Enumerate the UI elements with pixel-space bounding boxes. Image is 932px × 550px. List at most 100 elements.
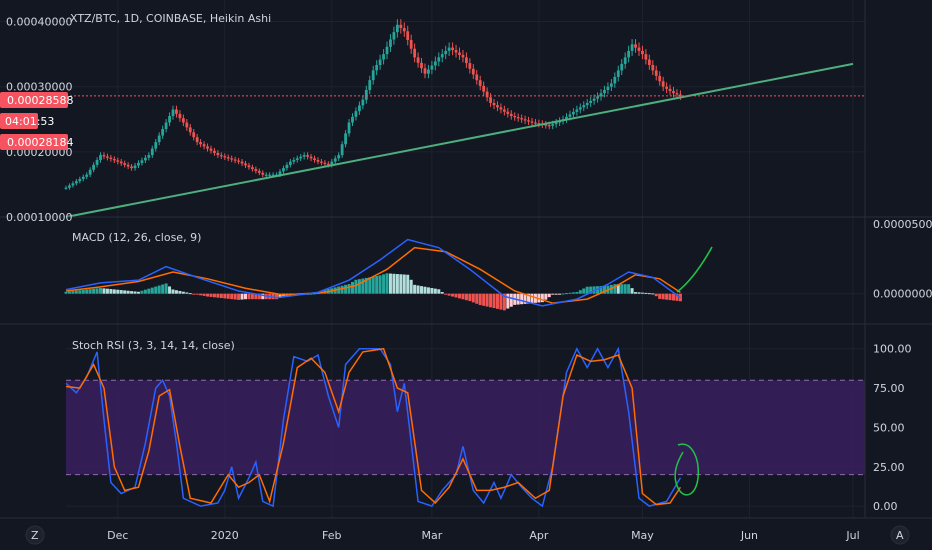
macd-histogram-bar bbox=[223, 293, 227, 299]
macd-histogram-bar bbox=[105, 288, 109, 294]
macd-histogram-bar bbox=[658, 293, 662, 299]
candle-body bbox=[140, 160, 144, 163]
macd-histogram-bar bbox=[226, 293, 230, 299]
candle-body bbox=[534, 122, 537, 124]
candle-body bbox=[630, 44, 634, 51]
stoch-rsi-pane bbox=[65, 346, 682, 508]
macd-histogram-bar bbox=[630, 288, 634, 294]
candle-body bbox=[430, 65, 434, 70]
auto-scale-button[interactable]: A bbox=[890, 525, 910, 545]
candle-body bbox=[306, 155, 310, 157]
macd-histogram-bar bbox=[568, 292, 572, 294]
candle-body bbox=[81, 176, 85, 179]
macd-histogram-bar bbox=[547, 293, 551, 298]
candle-body bbox=[237, 160, 240, 162]
macd-histogram-bar bbox=[257, 293, 261, 300]
candle-body bbox=[313, 158, 316, 160]
price-tags: 0.00028588 04:01:53 0.00028184 bbox=[0, 92, 73, 150]
candle-body bbox=[499, 107, 503, 110]
candle-body bbox=[292, 159, 296, 162]
macd-histogram-bar bbox=[354, 279, 358, 294]
macd-histogram-bar bbox=[378, 275, 382, 294]
stoch-rsi-k-line bbox=[65, 346, 682, 508]
candle-body bbox=[375, 64, 379, 71]
macd-histogram-bar bbox=[350, 281, 354, 294]
macd-histogram-bar bbox=[368, 277, 372, 294]
macd-histogram-bar bbox=[237, 293, 241, 300]
candle-body bbox=[344, 133, 347, 145]
candle-body bbox=[330, 161, 334, 165]
macd-histogram-bar bbox=[88, 289, 92, 294]
macd-histogram-bar bbox=[395, 274, 399, 294]
candle-body bbox=[133, 165, 137, 169]
stoch-rsi-axis-tick-label: 75.00 bbox=[873, 382, 905, 395]
macd-histogram-bar bbox=[540, 293, 544, 303]
macd-histogram-bar bbox=[188, 293, 192, 295]
candle-body bbox=[357, 105, 361, 112]
macd-histogram-bar bbox=[178, 290, 182, 294]
candle-body bbox=[164, 122, 168, 130]
macd-histogram-bar bbox=[571, 292, 575, 294]
candle-body bbox=[257, 170, 261, 173]
macd-signal-line bbox=[65, 246, 681, 304]
macd-histogram-bar bbox=[464, 293, 468, 301]
timezone-button[interactable]: Z bbox=[25, 525, 45, 545]
macd-histogram-bar bbox=[471, 293, 475, 303]
stoch-rsi-axis-tick-label: 0.00 bbox=[873, 500, 898, 513]
candle-body bbox=[582, 105, 586, 108]
candle-body bbox=[354, 111, 358, 117]
macd-histogram-bar bbox=[64, 291, 68, 294]
candle-body bbox=[188, 127, 192, 133]
timezone-button-bg[interactable] bbox=[25, 525, 45, 545]
price-axis-tick-label: 0.00040000 bbox=[6, 16, 72, 29]
macd-histogram-bar bbox=[634, 292, 638, 294]
macd-axis-tick-label: 0.00000000 bbox=[873, 288, 932, 301]
candle-body bbox=[437, 57, 441, 62]
candle-body bbox=[150, 148, 154, 156]
auto-scale-button-bg[interactable] bbox=[890, 525, 910, 545]
candle-body bbox=[95, 159, 99, 165]
candle-body bbox=[527, 120, 530, 122]
stoch-rsi-annotation-circle bbox=[674, 443, 699, 496]
candle-body bbox=[226, 157, 230, 159]
macd-histogram-bar bbox=[123, 290, 127, 294]
macd-histogram-bar bbox=[116, 289, 120, 294]
candle-body bbox=[668, 88, 672, 92]
macd-histogram-bar bbox=[388, 273, 392, 294]
macd-histogram-bar bbox=[340, 285, 344, 294]
macd-histogram-bar bbox=[613, 284, 617, 294]
macd-histogram-bar bbox=[589, 286, 593, 294]
macd-histogram-bar bbox=[181, 291, 185, 294]
macd-histogram-bar bbox=[644, 292, 648, 294]
macd-pane bbox=[64, 238, 682, 311]
candle-body bbox=[268, 174, 272, 176]
candle-body bbox=[627, 50, 631, 58]
candle-body bbox=[337, 155, 341, 159]
prev-price-tag-label: 0.00028184 bbox=[7, 136, 73, 149]
candle-body bbox=[351, 116, 354, 123]
macd-histogram-bar bbox=[168, 286, 172, 294]
candle-body bbox=[161, 129, 165, 136]
candle-body bbox=[413, 48, 417, 58]
candle-body bbox=[178, 113, 182, 119]
macd-histogram-bar bbox=[406, 274, 410, 294]
countdown-tag-label: 04:01:53 bbox=[5, 115, 54, 128]
candle-body bbox=[213, 150, 216, 153]
candle-body bbox=[492, 102, 496, 106]
macd-histogram-bar bbox=[102, 288, 106, 294]
candle-body bbox=[371, 70, 375, 81]
macd-histogram-bar bbox=[558, 293, 562, 295]
macd-histogram-bar bbox=[523, 293, 527, 304]
macd-histogram-bar bbox=[240, 293, 244, 300]
macd-histogram-bar bbox=[74, 290, 78, 294]
candle-body bbox=[309, 156, 313, 159]
macd-histogram-bar bbox=[430, 288, 434, 294]
macd-histogram-bar bbox=[623, 284, 627, 294]
zoom-z-icon[interactable]: Z bbox=[31, 529, 39, 542]
candle-body bbox=[537, 123, 541, 125]
auto-scale-a-icon[interactable]: A bbox=[896, 529, 904, 542]
macd-histogram-bar bbox=[316, 293, 320, 295]
macd-histogram-bar bbox=[478, 293, 482, 306]
macd-histogram-bar bbox=[247, 293, 251, 300]
candle-body bbox=[233, 159, 237, 161]
